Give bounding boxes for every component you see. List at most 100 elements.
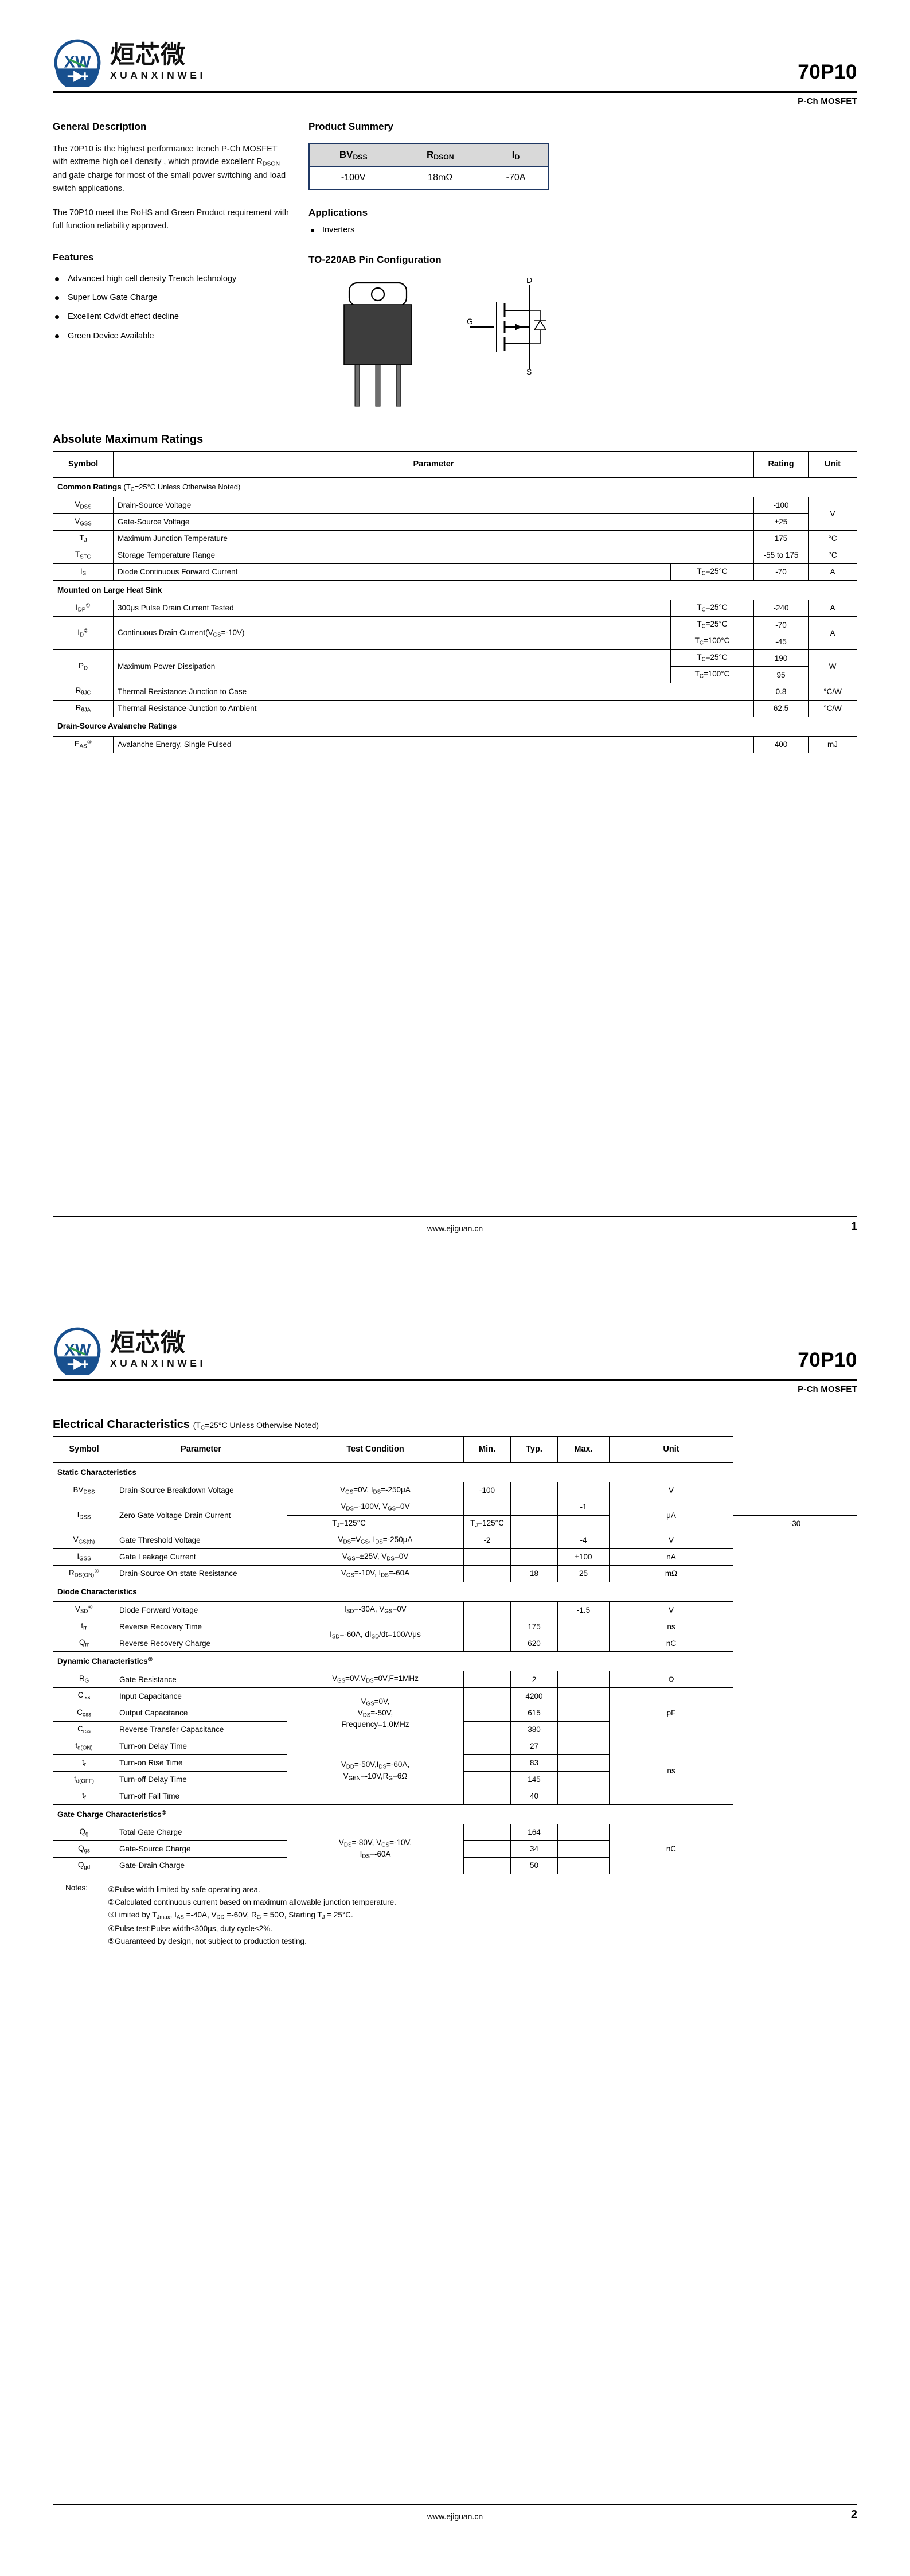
header-rule <box>53 91 857 93</box>
elec-title-condition: (TC=25°C Unless Otherwise Noted) <box>193 1421 319 1431</box>
page-1: XW 烜芯微 XUANXINWEI 70P10 P-Ch MOSFET Gene… <box>53 38 857 1233</box>
absmax-col-rating: Rating <box>753 451 809 478</box>
group-label: Common Ratings (TC=25°C Unless Otherwise… <box>53 477 857 497</box>
psum-col-bvdss: BVDSS <box>308 143 398 167</box>
general-description-heading: General Description <box>53 121 147 132</box>
row-parameter: Gate Threshold Voltage <box>115 1532 287 1550</box>
table-row: tr Turn-on Rise Time 83 <box>53 1754 857 1772</box>
row-max: -4 <box>557 1532 610 1550</box>
row-parameter: Turn-on Rise Time <box>115 1754 287 1772</box>
row-unit: ns <box>609 1618 733 1636</box>
row-parameter: Reverse Transfer Capacitance <box>115 1721 287 1738</box>
electrical-characteristics-table: Symbol Parameter Test Condition Min. Typ… <box>53 1436 858 1874</box>
product-summary-heading: Product Summery <box>308 121 393 132</box>
table-row: RG Gate Resistance VGS=0V,VDS=0V,F=1MHz 2 Ω <box>53 1671 857 1688</box>
row-unit: μA <box>609 1499 733 1533</box>
table-row: RθJA Thermal Resistance-Junction to Ambie… <box>53 699 857 717</box>
list-item: Green Device Available <box>53 331 294 341</box>
row-parameter: Drain-Source On-state Resistance <box>115 1565 287 1583</box>
row-symbol: IS <box>53 563 114 581</box>
list-item: Excellent Cdv/dt effect decline <box>53 312 294 322</box>
row-condition: ISD=-60A, dISD/dt=100A/μs <box>287 1618 464 1652</box>
row-typ: 50 <box>510 1857 558 1874</box>
row-symbol: IDSS <box>53 1499 115 1533</box>
footer-url[interactable]: www.ejiguan.cn <box>427 1224 483 1233</box>
row-min <box>463 1548 511 1566</box>
row-max <box>557 1754 610 1772</box>
footer-url[interactable]: www.ejiguan.cn <box>427 2512 483 2521</box>
row-min <box>463 1857 511 1874</box>
table-group-row: Static Characteristics <box>53 1462 857 1482</box>
row-min <box>463 1601 511 1619</box>
row-parameter: Input Capacitance <box>115 1687 287 1705</box>
row-rating: -70 <box>753 616 809 634</box>
applications-heading: Applications <box>308 207 368 218</box>
row-parameter: Maximum Power Dissipation <box>113 649 671 684</box>
table-row: -100V 18mΩ -70A <box>308 166 549 190</box>
page-footer: www.ejiguan.cn 2 <box>53 2504 857 2521</box>
to220ab-package-icon <box>323 278 432 416</box>
row-condition: VDS=-80V, VGS=-10V, IDS=-60A <box>287 1823 464 1874</box>
row-min <box>463 1787 511 1805</box>
row-max <box>557 1704 610 1722</box>
table-row: Ciss Input Capacitance VGS=0V, VDS=-50V, Fre… <box>53 1687 857 1738</box>
abs-max-table: Symbol Parameter Rating Unit Common Rati… <box>53 451 857 753</box>
table-row: IS Diode Continuous Forward Current TC=25°… <box>53 563 857 581</box>
psum-val-bvdss: -100V <box>308 166 398 190</box>
group-label: Diode Characteristics <box>53 1582 733 1602</box>
svg-text:D: D <box>526 278 532 285</box>
table-row: TC=100°C 95 <box>53 666 857 684</box>
row-max <box>557 1857 610 1874</box>
row-max <box>557 1671 610 1688</box>
note-item: ①Pulse width limited by safe operating a… <box>108 1885 260 1894</box>
table-row: td(OFF) Turn-off Delay Time 145 <box>53 1770 857 1788</box>
table-row: IDSS Zero Gate Voltage Drain Current VDS=-… <box>53 1499 857 1533</box>
general-description-p2: The 70P10 meet the RoHS and Green Produc… <box>53 208 289 231</box>
row-parameter: Gate Resistance <box>115 1671 287 1688</box>
row-min <box>463 1635 511 1652</box>
table-row: ID② Continuous Drain Current(VGS=-10V) TC=… <box>53 616 857 651</box>
table-row: Qg Total Gate Charge VDS=-80V, VGS=-10V, ID… <box>53 1823 857 1874</box>
group-label: Gate Charge Characteristics⑤ <box>53 1804 733 1824</box>
elec-col-min: Min. <box>463 1436 511 1463</box>
part-number: 70P10 <box>798 1349 857 1371</box>
xuanxinwei-logo-icon: XW <box>53 38 102 91</box>
row-condition: VGS=0V,VDS=0V,F=1MHz <box>287 1671 464 1688</box>
row-max: ±100 <box>557 1548 610 1566</box>
row-parameter: Total Gate Charge <box>115 1823 287 1841</box>
row-symbol: RDS(ON)④ <box>53 1565 115 1583</box>
row-max <box>557 1823 610 1841</box>
svg-text:S: S <box>526 367 532 376</box>
table-row: Qgs Gate-Source Charge 34 <box>53 1840 857 1858</box>
page-header: XW 烜芯微 XUANXINWEI 70P10 <box>53 1288 857 1379</box>
elec-col-typ: Typ. <box>510 1436 558 1463</box>
notes-list: ①Pulse width limited by safe operating a… <box>108 1884 857 1948</box>
row-unit: nC <box>609 1635 733 1652</box>
row-typ: 27 <box>510 1737 558 1755</box>
elec-col-test-condition: Test Condition <box>287 1436 464 1463</box>
row-typ <box>510 1548 558 1566</box>
row-max: -1 <box>557 1499 610 1516</box>
row-symbol: VSD④ <box>53 1601 115 1619</box>
row-parameter: Diode Continuous Forward Current <box>113 563 671 581</box>
psum-val-rdson: 18mΩ <box>397 166 484 190</box>
psum-val-id: -70A <box>483 166 549 190</box>
row-parameter: Gate-Source Voltage <box>113 513 754 531</box>
row-unit: A <box>808 616 857 651</box>
row-symbol: IDP① <box>53 600 114 617</box>
table-row: VGSS Gate-Source Voltage ±25 <box>53 513 857 531</box>
table-row: Qgd Gate-Drain Charge 50 <box>53 1857 857 1874</box>
row-condition: VGS=-10V, IDS=-60A <box>287 1565 464 1583</box>
row-unit: V <box>609 1601 733 1619</box>
row-min <box>463 1737 511 1755</box>
brand-name-en: XUANXINWEI <box>110 1357 206 1369</box>
row-typ: 18 <box>510 1565 558 1583</box>
footer-rule <box>53 1216 857 1217</box>
row-symbol: Ciss <box>53 1687 115 1705</box>
row-parameter: Turn-on Delay Time <box>115 1737 287 1755</box>
row-symbol: TJ <box>53 530 114 548</box>
table-row: TSTG Storage Temperature Range -55 to 175 °… <box>53 547 857 565</box>
footer-rule <box>53 2504 857 2505</box>
row-condition-blank <box>410 1515 464 1533</box>
row-parameter: Thermal Resistance-Junction to Ambient <box>113 699 754 717</box>
